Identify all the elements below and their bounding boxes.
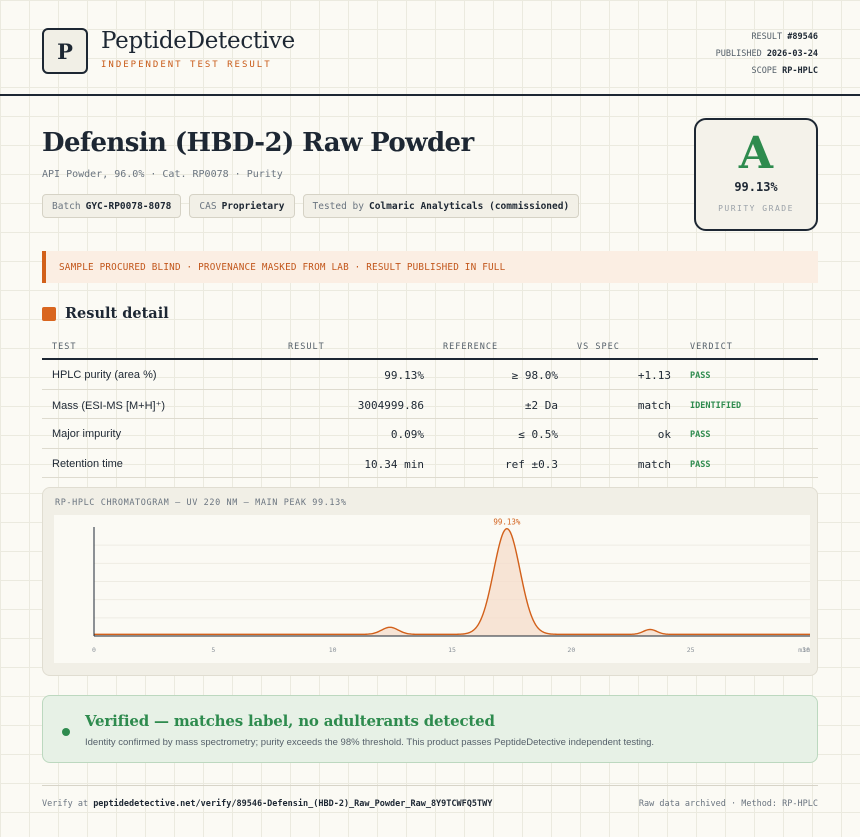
result-id: #89546	[787, 32, 818, 42]
result-meta: RESULT #89546 PUBLISHED 2026-03-24 SCOPE…	[716, 29, 818, 80]
table-row: Mass (ESI-MS [M+H]⁺) 3004999.86 ±2 Da ma…	[42, 390, 818, 419]
chart-x-tick-label: 15	[448, 646, 456, 654]
tested-by-chip: Tested by Colmaric Analyticals (commissio…	[302, 194, 580, 218]
brand-name: PeptideDetective	[101, 28, 295, 54]
cell-result: 3004999.86	[357, 398, 424, 412]
batch-chip: Batch GYC-RP0078-8078	[42, 194, 182, 218]
cell-reference: ≤ 0.5%	[518, 428, 558, 441]
tested-value: Colmaric Analyticals (commissioned)	[368, 200, 570, 212]
verified-text: Identity confirmed by mass spectrometry;…	[85, 737, 655, 748]
scope-value: RP-HPLC	[782, 66, 818, 76]
chart-x-tick-label: 0	[92, 646, 96, 654]
cas-chip: CAS Proprietary	[189, 194, 295, 218]
chart-x-unit-label: min	[798, 646, 810, 654]
header-verdict: VERDICT	[690, 342, 733, 352]
verify-prefix: Verify at	[42, 799, 89, 809]
cell-vs-spec: +1.13	[637, 369, 671, 382]
result-table: TEST RESULT REFERENCE VS SPEC VERDICT HP…	[42, 338, 818, 478]
published-label: PUBLISHED	[715, 49, 762, 59]
purity-grade-card: A 99.13% PURITY GRADE	[694, 118, 818, 231]
cas-value: Proprietary	[221, 200, 285, 212]
cell-vs-spec: match	[637, 457, 671, 471]
table-row: HPLC purity (area %) 99.13% ≥ 98.0% +1.1…	[42, 360, 818, 390]
grade-label: PURITY GRADE	[718, 204, 794, 213]
grade-percent: 99.13%	[734, 180, 778, 194]
section-title: Result detail	[65, 305, 169, 322]
chromatogram-title: RP-HPLC CHROMATOGRAM — UV 220 NM — MAIN …	[55, 498, 347, 508]
cell-vs-spec: match	[637, 398, 671, 412]
section-marker-icon	[42, 306, 56, 321]
result-label: RESULT	[751, 32, 783, 42]
cell-result: 99.13%	[384, 369, 424, 382]
chart-plot-area	[54, 515, 810, 663]
footer-method: Raw data archived · Method: RP-HPLC	[638, 799, 818, 809]
table-row: Retention time 10.34 min ref ±0.3 match …	[42, 449, 818, 478]
verify-url[interactable]: peptidedetective.net/verify/89546-Defens…	[93, 799, 493, 809]
table-row: Major impurity 0.09% ≤ 0.5% ok PASS	[42, 419, 818, 449]
header-reference: REFERENCE	[443, 342, 499, 352]
verified-box: Verified — matches label, no adulterants…	[42, 695, 818, 763]
published-date: 2026-03-24	[766, 49, 818, 59]
brand-tagline: INDEPENDENT TEST RESULT	[101, 60, 272, 70]
cell-result: 0.09%	[390, 428, 424, 441]
footer-divider	[42, 785, 818, 786]
section-heading: Result detail	[42, 305, 169, 322]
chart-x-tick-label: 30	[802, 646, 810, 654]
cell-verdict: IDENTIFIED	[690, 400, 742, 411]
batch-label: Batch	[52, 200, 81, 212]
verify-link[interactable]: Verify at peptidedetective.net/verify/89…	[42, 799, 492, 809]
logo: P	[42, 28, 88, 74]
product-title: Defensin (HBD-2) Raw Powder	[42, 128, 474, 158]
chart-x-tick-label: 20	[567, 646, 575, 654]
table-header: TEST RESULT REFERENCE VS SPEC VERDICT	[42, 338, 818, 360]
verified-dot-icon	[62, 728, 70, 736]
cell-reference: ±2 Da	[524, 398, 558, 412]
batch-value: GYC-RP0078-8078	[85, 200, 172, 212]
chart-x-tick-label: 25	[687, 646, 695, 654]
chromatogram-panel: RP-HPLC CHROMATOGRAM — UV 220 NM — MAIN …	[42, 487, 818, 676]
page-header: P PeptideDetective INDEPENDENT TEST RESU…	[0, 0, 860, 96]
header-vs-spec: VS SPEC	[577, 342, 620, 352]
verified-title: Verified — matches label, no adulterants…	[85, 712, 495, 730]
cell-test: Retention time	[52, 457, 123, 470]
grade-letter: A	[738, 128, 774, 179]
provenance-banner: SAMPLE PROCURED BLIND · PROVENANCE MASKE…	[42, 251, 818, 283]
cell-reference: ≥ 98.0%	[511, 369, 558, 382]
cell-reference: ref ±0.3	[505, 457, 558, 471]
tested-label: Tested by	[312, 200, 364, 212]
chart-x-tick-label: 10	[329, 646, 337, 654]
chart-x-tick-label: 5	[211, 646, 215, 654]
cell-verdict: PASS	[690, 430, 711, 440]
cell-result: 10.34 min	[364, 457, 424, 471]
cell-test: Major impurity	[52, 428, 122, 440]
chart-peak-label: 99.13%	[493, 518, 521, 527]
cell-verdict: PASS	[690, 371, 711, 381]
header-test: TEST	[52, 342, 77, 352]
scope-label: SCOPE	[751, 66, 778, 76]
chart-series-line	[94, 527, 810, 636]
cell-test: Mass (ESI-MS [M+H]⁺)	[52, 399, 166, 412]
product-chips: Batch GYC-RP0078-8078 CAS Proprietary Test…	[42, 194, 580, 218]
cas-label: CAS	[199, 200, 217, 212]
header-result: RESULT	[288, 342, 325, 352]
cell-vs-spec: ok	[657, 428, 671, 441]
cell-test: HPLC purity (area %)	[52, 369, 157, 381]
product-subtitle: API Powder, 96.0% · Cat. RP0078 · Purity	[42, 169, 283, 180]
cell-verdict: PASS	[690, 459, 711, 470]
